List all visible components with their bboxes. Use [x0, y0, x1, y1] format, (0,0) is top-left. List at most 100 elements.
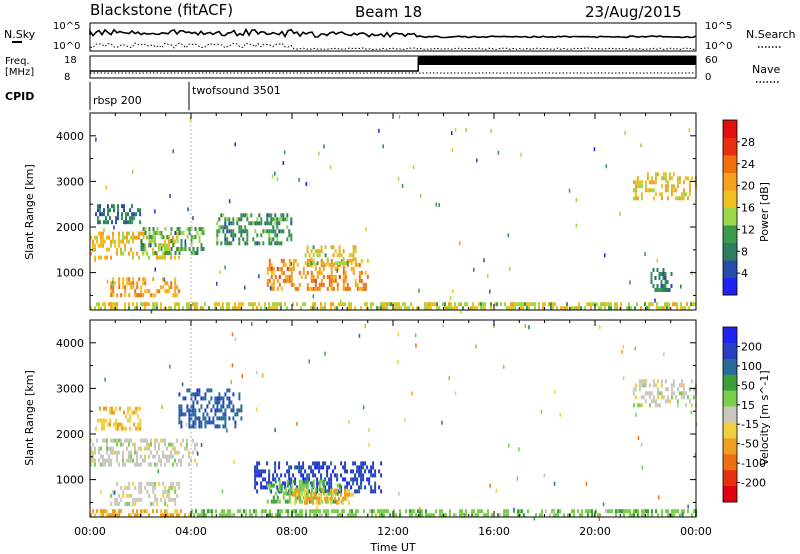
scatter-cell — [300, 473, 303, 478]
scatter-speck — [113, 225, 115, 230]
scatter-cell — [196, 247, 199, 251]
scatter-cell — [274, 465, 277, 470]
scatter-cell — [226, 237, 229, 242]
velocity-data-layer — [90, 320, 697, 521]
scatter-cell — [176, 247, 179, 251]
scatter-cell — [116, 481, 119, 486]
scatter-cell — [210, 388, 213, 393]
scatter-cell — [393, 513, 395, 518]
scatter-cell — [484, 306, 486, 311]
scatter-cell — [256, 473, 259, 478]
scatter-cell — [334, 488, 336, 493]
scatter-speck — [465, 128, 467, 133]
scatter-speck — [244, 285, 246, 290]
scatter-cell — [306, 249, 309, 254]
scatter-cell — [114, 281, 117, 286]
scatter-cell — [188, 462, 190, 467]
scatter-cell — [580, 306, 582, 311]
scatter-cell — [595, 509, 597, 514]
scatter-cell — [180, 247, 183, 251]
scatter-cell — [314, 492, 316, 497]
scatter-cell — [541, 513, 543, 518]
scatter-cell — [349, 513, 351, 518]
scatter-cell — [140, 485, 143, 490]
scatter-cell — [112, 438, 114, 443]
scatter-cell — [614, 302, 616, 307]
scatter-cell — [126, 446, 128, 451]
scatter-speck — [680, 284, 682, 289]
scatter-cell — [250, 213, 253, 218]
scatter-cell — [168, 442, 170, 447]
scatter-cell — [589, 509, 591, 514]
scatter-cell — [162, 450, 164, 455]
scatter-cell — [396, 306, 398, 311]
scatter-speck — [622, 344, 625, 349]
scatter-cell — [224, 424, 227, 429]
scatter-cell — [110, 446, 112, 451]
cpid-program-2: twofsound 3501 — [192, 84, 281, 97]
scatter-cell — [114, 239, 116, 244]
scatter-cell — [194, 416, 197, 421]
scatter-cell — [208, 400, 211, 405]
scatter-cell — [298, 496, 300, 501]
scatter-speck — [475, 344, 477, 349]
scatter-cell — [320, 270, 323, 275]
scatter-cell — [644, 188, 647, 193]
scatter-cell — [656, 395, 659, 400]
scatter-cell — [374, 489, 377, 494]
scatter-cell — [386, 306, 388, 311]
scatter-cell — [128, 450, 130, 455]
scatter-cell — [103, 212, 105, 217]
scatter-cell — [637, 509, 639, 514]
scatter-cell — [136, 302, 138, 307]
scatter-cell — [330, 270, 333, 275]
scatter-cell — [116, 251, 118, 256]
scatter-cell — [665, 509, 667, 514]
scatter-speck — [490, 128, 492, 133]
scatter-cell — [320, 492, 322, 497]
scatter-cell — [350, 266, 353, 271]
scatter-cell — [144, 243, 146, 248]
scatter-cell — [109, 422, 111, 427]
scatter-cell — [295, 509, 297, 514]
scatter-cell — [106, 442, 108, 447]
scatter-cell — [578, 302, 580, 307]
scatter-cell — [320, 496, 322, 501]
scatter-cell — [314, 495, 317, 500]
scatter-cell — [302, 465, 305, 470]
scatter-speck — [398, 491, 400, 496]
scatter-cell — [182, 454, 184, 459]
scatter-speck — [658, 495, 660, 500]
scatter-cell — [281, 509, 283, 514]
scatter-cell — [142, 277, 145, 282]
scatter-cell — [288, 469, 291, 474]
scatter-cell — [196, 251, 199, 255]
scatter-cell — [641, 509, 643, 514]
scatter-cell — [164, 485, 167, 490]
scatter-cell — [278, 274, 281, 279]
scatter-cell — [138, 481, 141, 486]
scatter-cell — [380, 489, 383, 494]
scatter-cell — [154, 481, 157, 486]
scatter-cell — [433, 513, 435, 518]
scatter-cell — [286, 306, 288, 311]
scatter-cell — [256, 217, 259, 222]
scatter-cell — [670, 272, 673, 276]
scatter-cell — [144, 454, 146, 459]
scatter-cell — [164, 501, 167, 506]
scatter-cell — [222, 416, 225, 421]
scatter-cell — [316, 274, 319, 279]
scatter-cell — [200, 243, 203, 247]
scatter-cell — [668, 288, 671, 292]
scatter-cell — [352, 253, 355, 258]
scatter-cell — [228, 302, 230, 307]
scatter-cell — [224, 225, 227, 230]
scatter-cell — [146, 235, 148, 240]
scatter-cell — [616, 306, 618, 311]
scatter-cell — [650, 276, 653, 280]
scatter-cell — [318, 461, 321, 466]
scatter-cell — [228, 416, 231, 421]
scatter-cell — [246, 217, 249, 222]
scatter-cell — [226, 225, 229, 230]
freq-tick-bottom: 8 — [64, 72, 70, 83]
